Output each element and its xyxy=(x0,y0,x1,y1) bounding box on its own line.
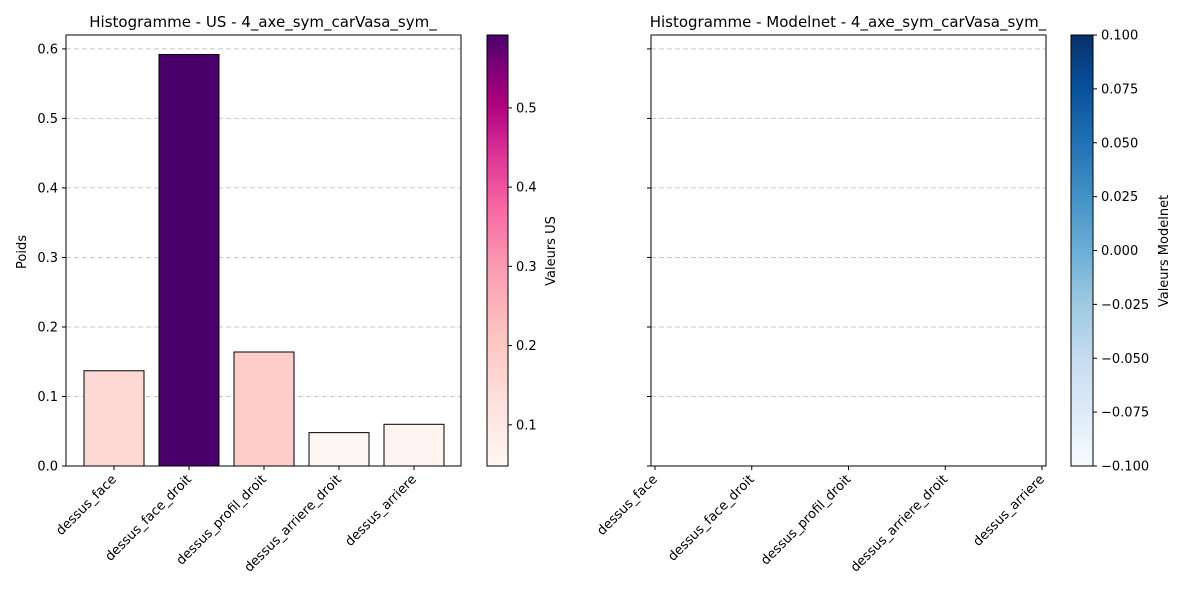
modelnet-gridlines xyxy=(651,48,1046,467)
colorbar-tick-label: 0.1 xyxy=(516,418,537,433)
modelnet-colorbar-ticks: −0.100 −0.075 −0.050 −0.025 0.000 0.025 0.050 0… xyxy=(1093,29,1149,475)
bar xyxy=(383,423,445,467)
us-histogram-panel: Histogramme - US - 4_axe_sym_carVasa_sym… xyxy=(15,13,462,575)
modelnet-chart-title: Histogramme - Modelnet - 4_axe_sym_carVa… xyxy=(650,13,1047,32)
bar xyxy=(233,351,295,467)
modelnet-colorbar-label: Valeurs Modelnet xyxy=(1157,195,1172,307)
colorbar-tick-label: 0.3 xyxy=(516,260,537,275)
colorbar-tick-label: −0.075 xyxy=(1101,406,1149,421)
y-tick-label: 0.0 xyxy=(37,460,58,475)
y-tick-label: 0.3 xyxy=(37,251,58,266)
x-tick-label: dessus_arriere_droit xyxy=(848,472,951,575)
colorbar-tick-label: −0.050 xyxy=(1101,352,1149,367)
colorbar-tick-label: 0.000 xyxy=(1101,244,1138,259)
colorbar-tick-label: 0.075 xyxy=(1101,82,1138,97)
x-tick-label: dessus_arriere xyxy=(342,472,419,549)
x-tick-label: dessus_profil_droit xyxy=(758,472,854,568)
x-tick-label: dessus_arriere xyxy=(970,472,1047,549)
x-tick-label: dessus_face xyxy=(594,472,660,538)
y-tick-label: 0.6 xyxy=(37,42,58,57)
us-x-axis: dessus_facedessus_face_droitdessus_profi… xyxy=(53,466,420,575)
x-tick-label: dessus_face_droit xyxy=(665,472,757,564)
bar xyxy=(83,370,145,467)
colorbar-tick-label: 0.025 xyxy=(1101,190,1138,205)
colorbar-tick-label: 0.2 xyxy=(516,339,537,354)
us-y-axis: 0.0 0.1 0.2 0.3 0.4 0.5 0.6 xyxy=(37,42,66,475)
colorbar-tick-label: −0.025 xyxy=(1101,298,1149,313)
y-tick-label: 0.2 xyxy=(37,320,58,335)
x-tick-label: dessus_face xyxy=(53,472,119,538)
bar xyxy=(158,53,220,467)
us-chart-title: Histogramme - US - 4_axe_sym_carVasa_sym… xyxy=(89,13,437,32)
modelnet-histogram-panel: Histogramme - Modelnet - 4_axe_sym_carVa… xyxy=(594,13,1047,575)
us-colorbar: 0.1 0.2 0.3 0.4 0.5 Valeurs US xyxy=(486,34,559,467)
modelnet-plot-frame xyxy=(650,34,1047,467)
y-tick-label: 0.5 xyxy=(37,112,58,127)
colorbar-tick-label: 0.050 xyxy=(1101,136,1138,151)
us-colorbar-gradient xyxy=(486,34,509,467)
y-tick-label: 0.4 xyxy=(37,181,58,196)
y-tick-label: 0.1 xyxy=(37,390,58,405)
modelnet-x-axis: dessus_face dessus_face_droit dessus_profi… xyxy=(594,466,1048,575)
colorbar-tick-label: −0.100 xyxy=(1101,460,1149,475)
colorbar-tick-label: 0.100 xyxy=(1101,29,1138,44)
us-colorbar-ticks: 0.1 0.2 0.3 0.4 0.5 xyxy=(508,101,537,433)
modelnet-colorbar: −0.100 −0.075 −0.050 −0.025 0.000 0.025 0.050 0… xyxy=(1070,29,1172,475)
colorbar-tick-label: 0.4 xyxy=(516,181,537,196)
us-bars xyxy=(83,53,445,467)
us-colorbar-label: Valeurs US xyxy=(544,216,559,286)
bar xyxy=(308,432,370,467)
colorbar-tick-label: 0.5 xyxy=(516,101,537,116)
us-y-axis-label: Poids xyxy=(15,235,30,269)
modelnet-colorbar-gradient xyxy=(1070,34,1094,467)
modelnet-y-axis xyxy=(647,48,651,467)
